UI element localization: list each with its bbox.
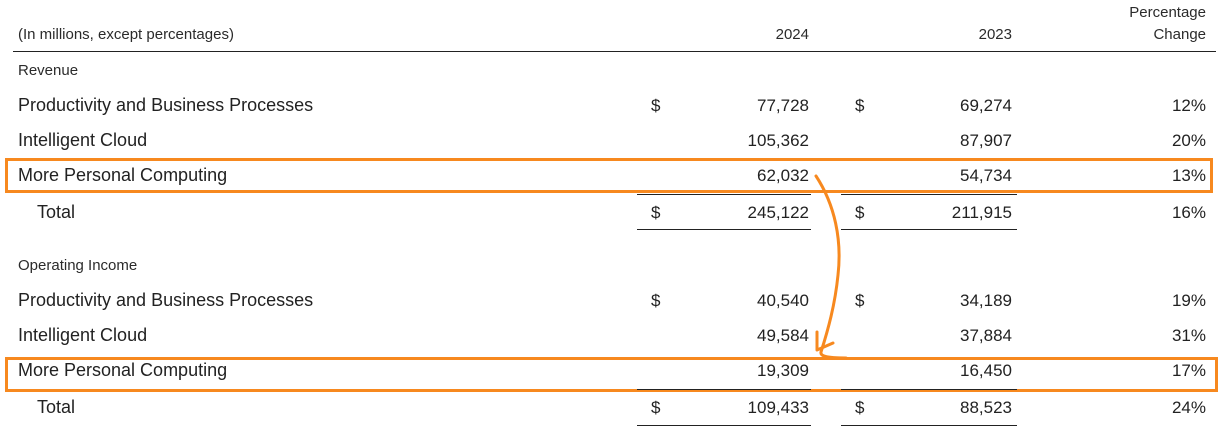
value-2024: 77,728 [757,96,809,115]
total-change: 24% [1171,398,1206,417]
row-label: More Personal Computing [18,165,228,185]
percentage-change: 13% [1171,166,1206,185]
total-label: Total [37,202,76,222]
value-2023: 69,274 [960,96,1012,115]
column-header-change-line1: Percentage [1129,4,1206,21]
total-2024: 245,122 [747,203,809,222]
subtotal-rule-2024 [637,194,811,195]
currency-symbol: $ [651,291,661,310]
total-2023: 211,915 [951,203,1012,222]
row-label: More Personal Computing [18,360,228,380]
total-label: Total [37,397,76,417]
value-2024: 105,362 [747,131,809,150]
column-header-change-line2: Change [1153,26,1206,43]
value-2024: 19,309 [757,361,809,380]
column-header-2023: 2023 [978,26,1012,43]
section-title-revenue: Revenue [18,62,79,79]
currency-symbol: $ [855,398,865,417]
currency-symbol: $ [855,291,865,310]
value-2023: 37,884 [960,326,1012,345]
total-underline-2024 [637,425,811,426]
row-label: Productivity and Business Processes [18,290,314,310]
percentage-change: 19% [1171,291,1206,310]
percentage-change: 20% [1171,131,1206,150]
highlight-box-operating-income [5,357,1218,392]
percentage-change: 31% [1171,326,1206,345]
value-2024: 40,540 [757,291,809,310]
column-header-2024: 2024 [775,26,809,43]
value-2023: 34,189 [960,291,1012,310]
percentage-change: 12% [1171,96,1206,115]
section-title-operating-income: Operating Income [18,257,138,274]
value-2023: 87,907 [960,131,1012,150]
value-2024: 49,584 [757,326,809,345]
subtotal-rule-2023 [841,389,1017,390]
total-underline-2023 [841,425,1017,426]
value-2023: 54,734 [960,166,1012,185]
currency-symbol: $ [651,203,661,222]
header-rule [13,51,1216,52]
value-2023: 16,450 [960,361,1012,380]
row-label: Productivity and Business Processes [18,95,314,115]
row-label: Intelligent Cloud [18,130,148,150]
total-2024: 109,433 [747,398,809,417]
currency-symbol: $ [651,398,661,417]
currency-symbol: $ [651,96,661,115]
value-2024: 62,032 [757,166,809,185]
currency-symbol: $ [855,96,865,115]
units-label: (In millions, except percentages) [18,26,234,43]
subtotal-rule-2024 [637,389,811,390]
total-change: 16% [1171,203,1206,222]
highlight-box-revenue [5,158,1213,193]
total-2023: 88,523 [960,398,1012,417]
percentage-change: 17% [1171,361,1206,380]
total-underline-2023 [841,229,1017,230]
subtotal-rule-2023 [841,194,1017,195]
row-label: Intelligent Cloud [18,325,148,345]
total-underline-2024 [637,229,811,230]
currency-symbol: $ [855,203,865,222]
